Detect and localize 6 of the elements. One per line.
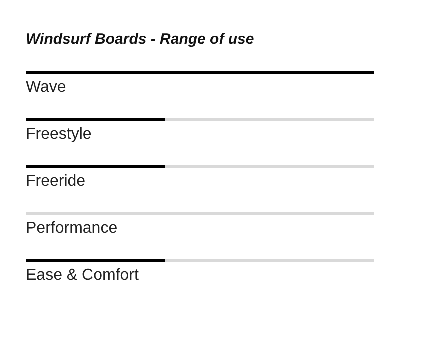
chart-title: Windsurf Boards - Range of use xyxy=(25,30,256,49)
y-tick-label: Freestyle xyxy=(26,126,92,143)
y-tick-label: Wave xyxy=(26,79,66,96)
y-tick-label: Freeride xyxy=(26,173,86,190)
y-tick-label: Ease & Comfort xyxy=(26,267,140,284)
y-tick-label: Performance xyxy=(26,220,118,237)
